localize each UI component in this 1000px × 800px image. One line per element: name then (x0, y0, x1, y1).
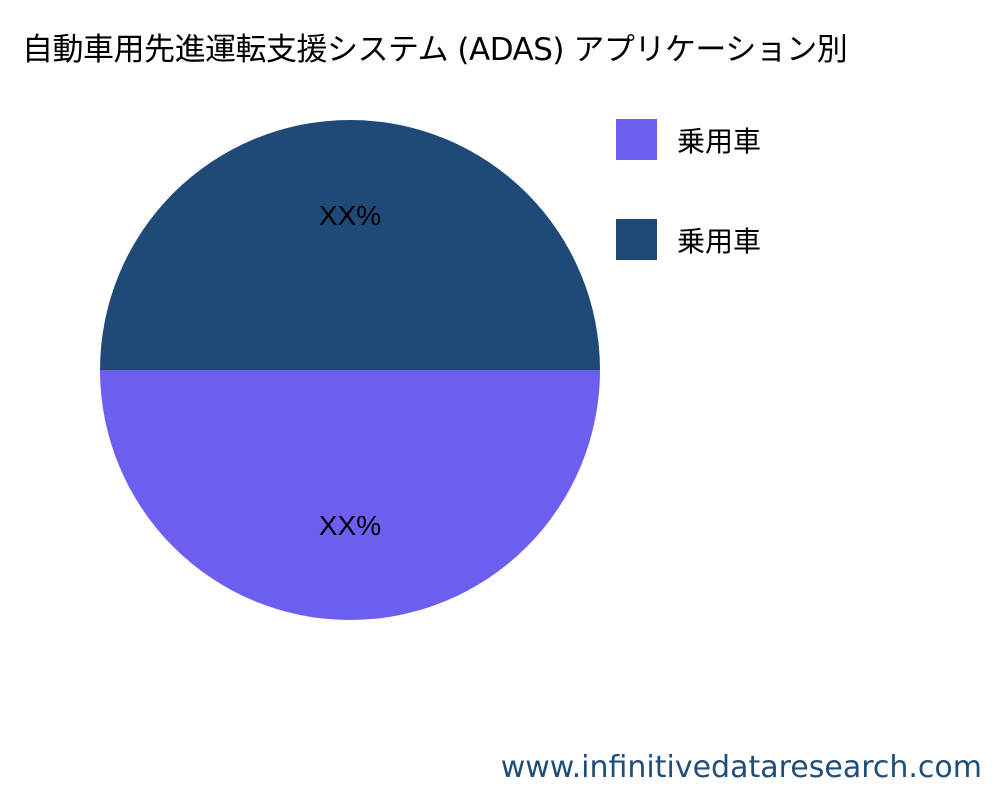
legend-item: 乗用車 (616, 219, 761, 260)
legend-item: 乗用車 (616, 119, 761, 160)
legend-label: 乗用車 (677, 224, 762, 258)
footer-url: www.infinitivedataresearch.com (500, 750, 982, 785)
slice-label: XX% (319, 510, 381, 541)
legend-label: 乗用車 (677, 124, 762, 158)
pie-slice (100, 370, 600, 620)
pie-slice (100, 120, 600, 370)
legend-swatch (616, 119, 657, 160)
chart-title: 自動車用先進運転支援システム (ADAS) アプリケーション別 (22, 32, 848, 68)
legend-swatch (616, 219, 657, 260)
slice-label: XX% (319, 200, 381, 231)
